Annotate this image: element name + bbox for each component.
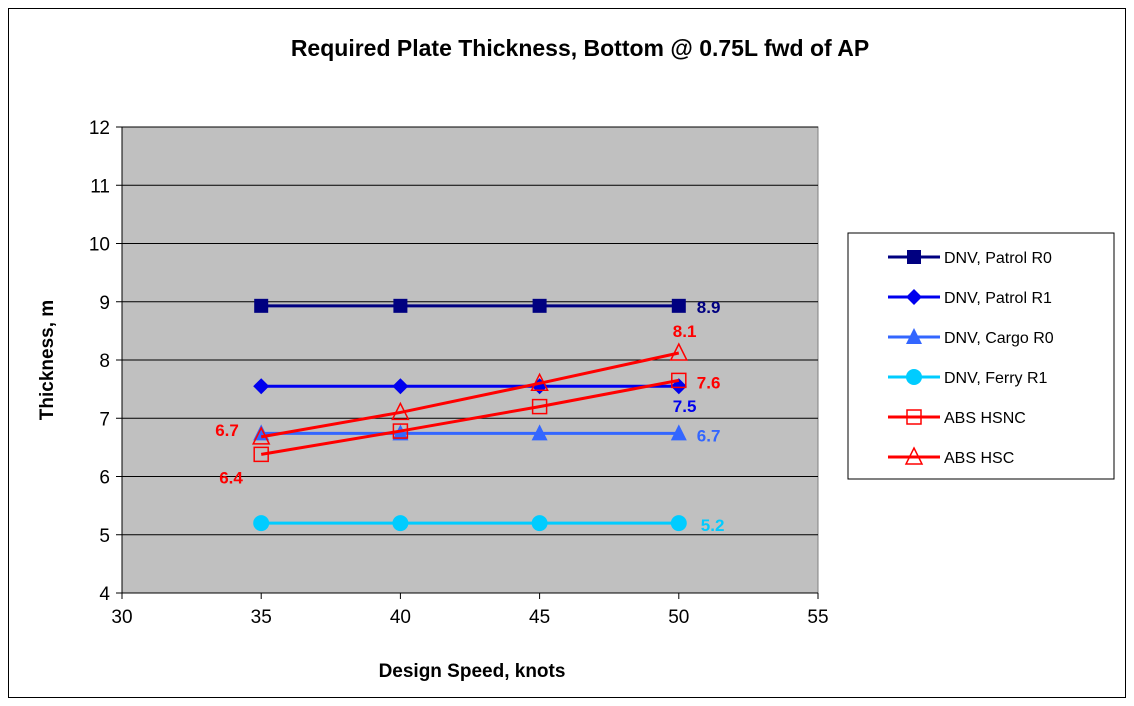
marker-triangle xyxy=(670,424,687,441)
marker-diamond xyxy=(253,378,270,395)
y-tick-label: 4 xyxy=(99,584,110,605)
marker-diamond xyxy=(906,289,922,305)
y-tick-label: 7 xyxy=(99,409,110,430)
series-abs-hsc xyxy=(251,342,689,445)
data-label: 5.2 xyxy=(701,516,725,535)
legend-item: ABS HSC xyxy=(888,446,1014,467)
marker-open-triangle xyxy=(669,342,689,361)
marker-open-square xyxy=(906,409,922,425)
x-axis-label: Design Speed, knots xyxy=(379,661,566,682)
x-tick-label: 40 xyxy=(390,607,411,628)
series-abs-hsnc xyxy=(253,372,687,463)
series-group xyxy=(251,298,689,532)
x-tick-label: 45 xyxy=(529,607,550,628)
data-label: 6.7 xyxy=(697,426,721,445)
marker-open-triangle xyxy=(904,446,924,465)
data-label: 8.9 xyxy=(697,298,721,317)
legend: DNV, Patrol R0 DNV, Patrol R1 DNV, Cargo R… xyxy=(847,232,1115,480)
series-dnv-ferry-r1 xyxy=(253,515,687,532)
series-line xyxy=(260,378,680,456)
data-label: 6.4 xyxy=(219,468,243,487)
marker-triangle xyxy=(531,424,548,441)
marker-open-triangle xyxy=(391,401,410,421)
legend-item: DNV, Cargo R0 xyxy=(888,328,1054,347)
marker-open-triangle xyxy=(251,426,271,445)
legend-item: DNV, Patrol R1 xyxy=(888,289,1052,307)
marker-open-triangle xyxy=(530,372,549,392)
y-tick-label: 11 xyxy=(90,176,110,197)
marker-open-square xyxy=(253,446,269,463)
y-axis-label: Thickness, m xyxy=(37,300,58,420)
y-tick-label: 10 xyxy=(89,235,110,256)
legend-item: ABS HSNC xyxy=(888,409,1026,427)
marker-open-square xyxy=(392,423,409,439)
marker-circle xyxy=(392,515,409,532)
marker-circle xyxy=(906,369,922,385)
x-tick-label: 55 xyxy=(807,607,828,628)
marker-square xyxy=(393,298,408,313)
legend-label: DNV, Patrol R0 xyxy=(944,250,1052,267)
x-tick-label: 50 xyxy=(668,607,689,628)
legend-label: DNV, Cargo R0 xyxy=(944,330,1054,347)
data-label: 7.5 xyxy=(673,397,697,416)
data-labels: 8.97.56.75.27.68.16.76.4 xyxy=(215,298,724,535)
data-label: 6.7 xyxy=(215,421,239,440)
legend-item: DNV, Patrol R0 xyxy=(888,250,1052,267)
marker-circle xyxy=(531,515,548,532)
marker-open-square xyxy=(671,372,687,389)
marker-square xyxy=(671,298,686,313)
x-tick-label: 35 xyxy=(251,607,272,628)
y-tick-label: 9 xyxy=(99,293,110,314)
marker-circle xyxy=(253,515,270,532)
marker-square xyxy=(254,298,269,313)
y-tick-label: 6 xyxy=(99,468,110,489)
y-tick-label: 8 xyxy=(99,351,110,372)
y-tick-label: 12 xyxy=(89,118,110,139)
marker-diamond xyxy=(392,378,409,395)
marker-circle xyxy=(670,515,687,532)
x-tick-label: 30 xyxy=(111,607,132,628)
series-dnv-patrol-r0 xyxy=(254,298,686,313)
legend-item: DNV, Ferry R1 xyxy=(888,369,1048,387)
legend-box xyxy=(847,232,1115,480)
legend-label: ABS HSC xyxy=(944,450,1014,467)
marker-triangle xyxy=(906,328,922,344)
data-label: 8.1 xyxy=(673,322,697,341)
y-axis-ticks: 4 5 6 7 8 9 10 11 12 xyxy=(89,118,122,605)
legend-label: DNV, Patrol R1 xyxy=(944,290,1052,307)
x-axis-ticks: 30 35 40 45 50 55 xyxy=(111,593,829,628)
marker-open-square xyxy=(531,398,548,415)
series-line xyxy=(260,351,680,439)
legend-label: ABS HSNC xyxy=(944,410,1026,427)
marker-square xyxy=(907,250,921,264)
chart-title: Required Plate Thickness, Bottom @ 0.75L… xyxy=(291,35,869,61)
legend-label: DNV, Ferry R1 xyxy=(944,370,1048,387)
marker-square xyxy=(532,298,547,313)
data-label: 7.6 xyxy=(697,373,721,392)
y-tick-label: 5 xyxy=(99,526,110,547)
